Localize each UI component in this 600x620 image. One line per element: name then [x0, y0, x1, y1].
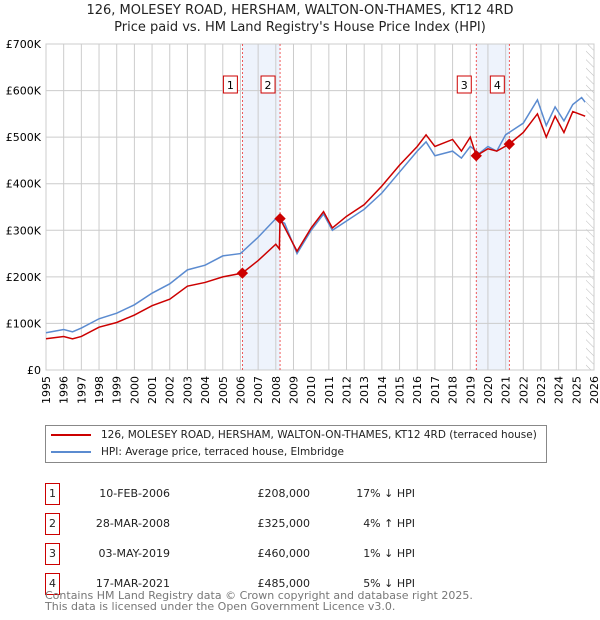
sale-hpi-diff: 5% ↓ HPI	[363, 577, 415, 590]
sale-price: £460,000	[257, 547, 311, 560]
y-tick-label: £600K	[6, 85, 42, 98]
sale-hpi-diff: 4% ↑ HPI	[363, 517, 415, 530]
legend-property: 126, MOLESEY ROAD, HERSHAM, WALTON-ON-TH…	[101, 429, 537, 441]
sale-marker-label: 3	[461, 79, 468, 92]
x-tick-label: 2021	[500, 376, 513, 404]
y-tick-label: £700K	[6, 38, 42, 51]
x-tick-label: 2015	[394, 376, 407, 404]
x-tick-label: 2000	[128, 376, 141, 404]
footer: Contains HM Land Registry data © Crown c…	[45, 590, 473, 612]
sale-hpi-diff: 17% ↓ HPI	[356, 487, 415, 500]
x-tick-label: 1997	[75, 376, 88, 404]
x-tick-label: 1998	[93, 376, 106, 404]
sale-marker-box	[489, 75, 505, 94]
sale-point	[503, 138, 515, 150]
sale-marker-label: 2	[265, 79, 272, 92]
x-tick-label: 2012	[341, 376, 354, 404]
sale-date: 03-MAY-2019	[98, 547, 170, 560]
x-tick-label: 2017	[429, 376, 442, 404]
y-tick-label: £300K	[6, 224, 42, 237]
chart-plot: 1995 1996 1997 1998 1999 2000 2001 2002 2003 2004…	[6, 38, 600, 404]
x-tick-label: 2009	[287, 376, 300, 404]
x-tick-label: 2007	[252, 376, 265, 404]
x-tick-label: 2026	[588, 376, 600, 404]
x-tick-label: 2001	[146, 376, 159, 404]
sale-marker-label: 2	[45, 513, 60, 535]
x-tick-label: 2008	[270, 376, 283, 404]
x-tick-label: 2006	[234, 376, 247, 404]
plot-frame	[45, 43, 595, 371]
sale-price: £325,000	[257, 517, 311, 530]
x-tick-label: 2025	[570, 376, 583, 404]
x-tick-label: 2003	[181, 376, 194, 404]
forecast-hatch	[586, 44, 594, 370]
x-tick-label: 2004	[199, 376, 212, 404]
x-tick-label: 2020	[482, 376, 495, 404]
sale-marker-box	[260, 75, 276, 94]
hpi-line	[45, 96, 586, 334]
y-tick-label: £500K	[6, 131, 42, 144]
legend-blue-swatch	[51, 451, 91, 453]
shaded-period	[476, 44, 510, 370]
sale-date: 10-FEB-2006	[99, 487, 170, 500]
x-tick-label: 2022	[517, 376, 530, 404]
x-tick-label: 2024	[553, 376, 566, 404]
y-tick-label: £400K	[6, 178, 42, 191]
sale-date: 17-MAR-2021	[95, 577, 170, 590]
sale-row: 4 17-MAR-2021 £485,000 5% ↓ HPI	[45, 573, 545, 595]
y-tick-label: £100K	[6, 317, 42, 330]
legend-hpi: HPI: Average price, terraced house, Elmb…	[101, 446, 344, 458]
x-tick-label: 2018	[447, 376, 460, 404]
chart-subtitle: Price paid vs. HM Land Registry's House …	[114, 20, 486, 35]
x-tick-label: 2019	[464, 376, 477, 404]
sale-point	[274, 212, 286, 225]
x-tick-label: 2011	[323, 376, 336, 404]
legend-red-swatch	[51, 434, 91, 436]
sale-point	[470, 150, 482, 162]
sale-marker-label: 4	[494, 79, 501, 92]
shaded-period	[242, 44, 281, 370]
sale-row: 1 10-FEB-2006 £208,000 17% ↓ HPI	[45, 483, 545, 505]
sale-marker-box	[222, 75, 238, 94]
x-tick-label: 2016	[411, 376, 424, 404]
sale-marker-label: 3	[45, 543, 60, 565]
x-tick-label: 2005	[217, 376, 230, 404]
y-tick-label: £200K	[6, 271, 42, 284]
sale-price: £208,000	[257, 487, 311, 500]
legend: 126, MOLESEY ROAD, HERSHAM, WALTON-ON-TH…	[45, 425, 547, 463]
sale-marker-label: 1	[227, 79, 234, 92]
sale-point	[236, 267, 249, 279]
x-tick-label: 2023	[535, 376, 548, 404]
sale-marker-box	[456, 75, 472, 94]
sale-marker-label: 4	[45, 573, 60, 595]
x-tick-label: 1999	[111, 376, 124, 404]
sale-row: 2 28-MAR-2008 £325,000 4% ↑ HPI	[45, 513, 545, 535]
x-tick-label: 2010	[305, 376, 318, 404]
sale-marker-label: 1	[45, 483, 60, 505]
sale-price: £485,000	[257, 577, 311, 590]
x-tick-label: 1996	[58, 376, 71, 404]
footer-line1: Contains HM Land Registry data © Crown c…	[45, 589, 473, 602]
x-tick-label: 2013	[358, 376, 371, 404]
sale-date: 28-MAR-2008	[95, 517, 170, 530]
chart-title: 126, MOLESEY ROAD, HERSHAM, WALTON-ON-TH…	[86, 3, 514, 18]
x-tick-label: 1995	[40, 376, 53, 404]
footer-line2: This data is licensed under the Open Gov…	[45, 600, 396, 613]
x-tick-label: 2002	[164, 376, 177, 404]
x-tick-label: 2014	[376, 376, 389, 404]
sale-row: 3 03-MAY-2019 £460,000 1% ↓ HPI	[45, 543, 545, 565]
y-tick-label: £0	[27, 364, 41, 377]
sale-hpi-diff: 1% ↓ HPI	[363, 547, 415, 560]
